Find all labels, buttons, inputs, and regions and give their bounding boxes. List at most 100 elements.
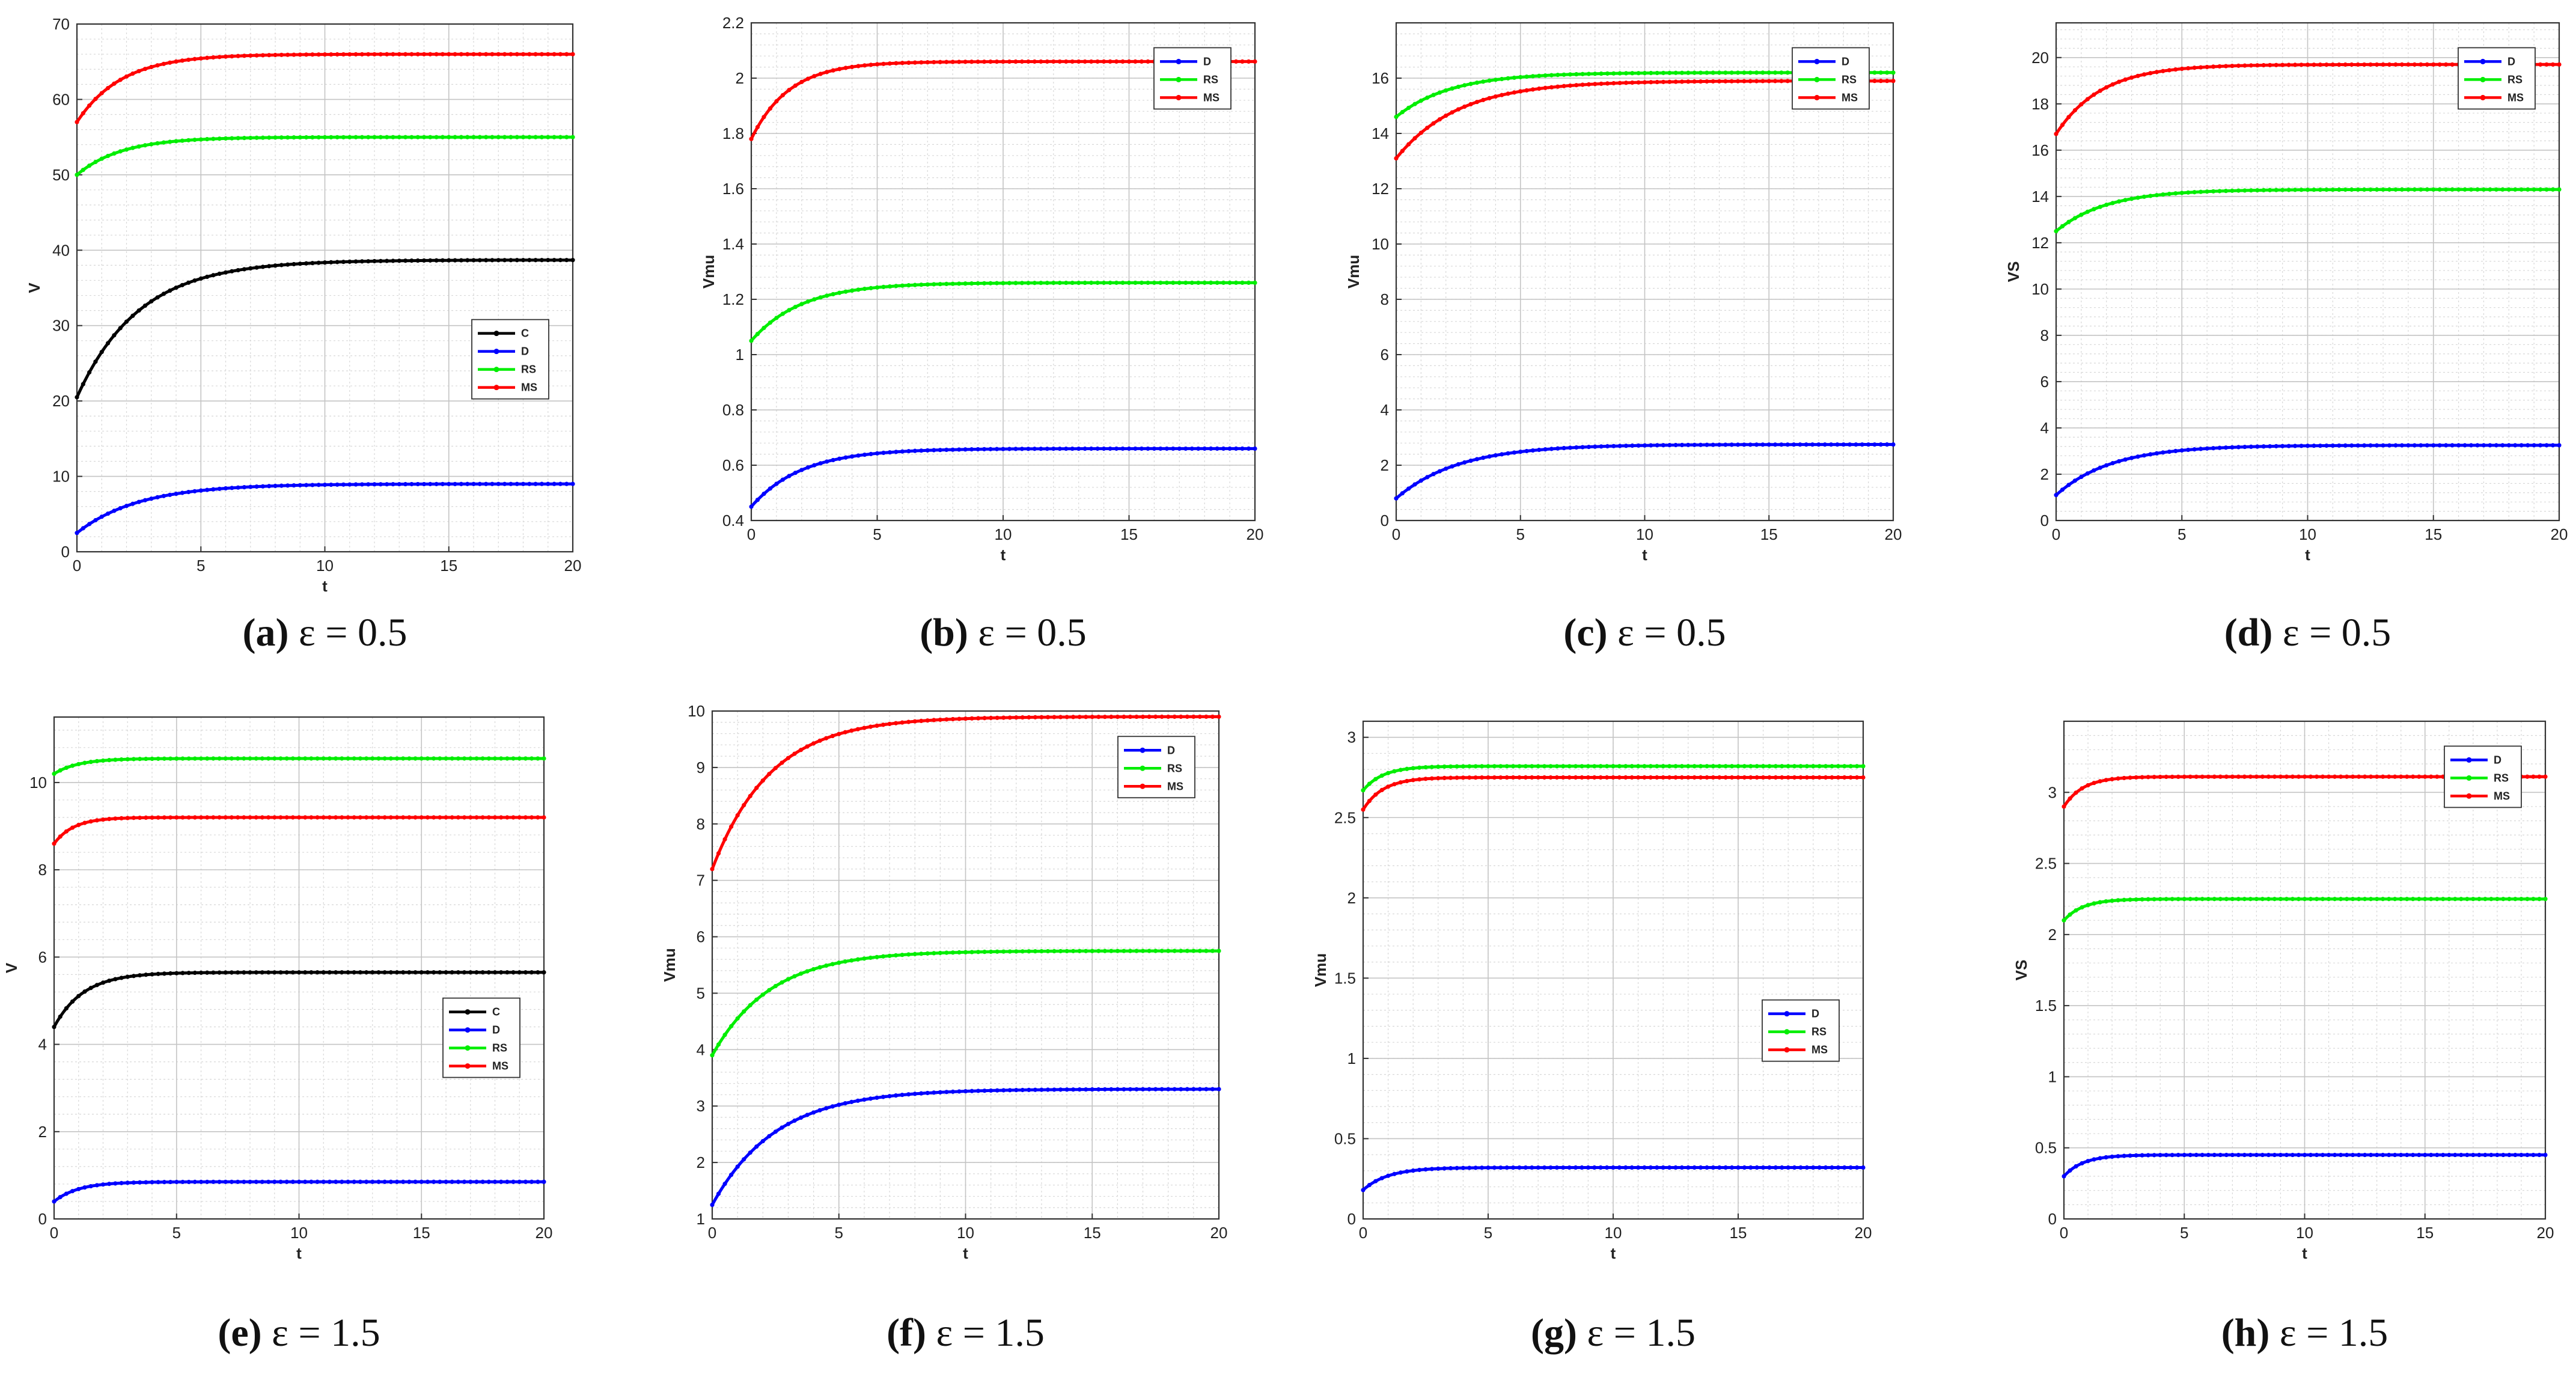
data-point: [1500, 93, 1504, 97]
data-point: [198, 488, 203, 493]
data-point: [99, 91, 104, 96]
data-point: [285, 135, 290, 140]
data-point: [391, 135, 395, 139]
data-point: [1152, 280, 1156, 285]
data-point: [1246, 280, 1251, 285]
data-point: [1543, 447, 1548, 452]
data-point: [2206, 1152, 2211, 1158]
data-point: [168, 60, 172, 65]
data-point: [453, 135, 457, 139]
data-point: [1605, 444, 1610, 449]
data-point: [1698, 70, 1703, 75]
data-point: [75, 120, 79, 124]
data-point: [1120, 280, 1125, 285]
data-point: [975, 281, 980, 286]
data-point: [1487, 454, 1492, 459]
data-point: [1673, 79, 1678, 84]
data-point: [1493, 78, 1498, 82]
data-point: [552, 52, 557, 56]
data-point: [180, 58, 185, 63]
data-point: [2363, 774, 2367, 779]
data-point: [1253, 280, 1257, 285]
data-point: [2375, 897, 2379, 902]
data-point: [353, 259, 358, 264]
data-point: [825, 459, 829, 464]
legend-label-MS: MS: [2494, 790, 2510, 802]
data-point: [2242, 1152, 2247, 1158]
data-point: [341, 135, 346, 139]
data-point: [2387, 774, 2391, 779]
data-point: [2158, 897, 2162, 902]
data-point: [2098, 779, 2102, 784]
data-point: [1630, 443, 1635, 448]
series-markers-D: [749, 446, 1257, 509]
data-point: [1400, 148, 1405, 153]
data-point: [502, 481, 507, 486]
data-point: [1673, 442, 1678, 448]
data-point: [957, 60, 962, 64]
data-point: [1082, 280, 1087, 285]
data-point: [391, 482, 395, 487]
data-point: [161, 140, 166, 145]
data-point: [2429, 774, 2434, 779]
data-point: [793, 83, 798, 88]
series-markers-RS: [749, 280, 1257, 343]
data-point: [2417, 774, 2422, 779]
data-point: [2357, 897, 2361, 902]
y-tick-label: 4: [1381, 401, 1389, 419]
data-point: [415, 481, 420, 487]
data-point: [1561, 445, 1566, 451]
data-point: [1076, 59, 1081, 64]
data-point: [1698, 79, 1703, 84]
data-point: [385, 52, 389, 56]
y-axis-label: Vmu: [700, 255, 718, 289]
x-tick-label: 5: [1516, 525, 1525, 543]
data-point: [168, 288, 172, 293]
data-point: [1240, 446, 1245, 451]
data-point: [564, 258, 569, 263]
data-point: [260, 264, 265, 269]
data-point: [1518, 75, 1523, 79]
y-tick-label: 2: [2048, 926, 2057, 944]
data-point: [2278, 1152, 2283, 1158]
legend-label-RS: RS: [521, 364, 536, 376]
data-point: [310, 261, 315, 266]
data-point: [180, 138, 185, 143]
data-point: [1468, 458, 1473, 463]
data-point: [2224, 897, 2229, 902]
data-point: [2363, 897, 2367, 902]
data-point: [570, 135, 575, 139]
data-point: [527, 52, 532, 56]
data-point: [186, 489, 191, 495]
legend-marker-C: [493, 331, 499, 337]
y-tick-label: 12: [1372, 180, 1389, 198]
data-point: [2369, 774, 2373, 779]
data-point: [768, 486, 773, 491]
data-point: [2176, 897, 2181, 902]
data-point: [812, 297, 817, 302]
data-point: [2326, 1152, 2331, 1158]
data-point: [558, 52, 563, 56]
data-point: [248, 135, 253, 141]
data-point: [2465, 1152, 2470, 1158]
data-point: [1481, 456, 1486, 460]
data-point: [881, 284, 886, 289]
data-point: [2537, 774, 2542, 779]
data-point: [359, 259, 364, 264]
data-point: [1735, 79, 1741, 84]
data-point: [2489, 897, 2494, 902]
data-point: [267, 484, 272, 489]
data-point: [1039, 59, 1043, 64]
data-point: [1772, 70, 1778, 75]
data-point: [260, 53, 265, 58]
series-markers-D: [75, 481, 575, 536]
data-point: [919, 60, 924, 65]
data-point: [124, 74, 129, 79]
data-point: [1599, 81, 1604, 86]
data-point: [1549, 85, 1554, 90]
data-point: [75, 531, 79, 536]
data-point: [174, 491, 179, 496]
data-point: [2152, 1153, 2156, 1158]
data-point: [850, 64, 855, 69]
data-point: [2152, 897, 2156, 902]
